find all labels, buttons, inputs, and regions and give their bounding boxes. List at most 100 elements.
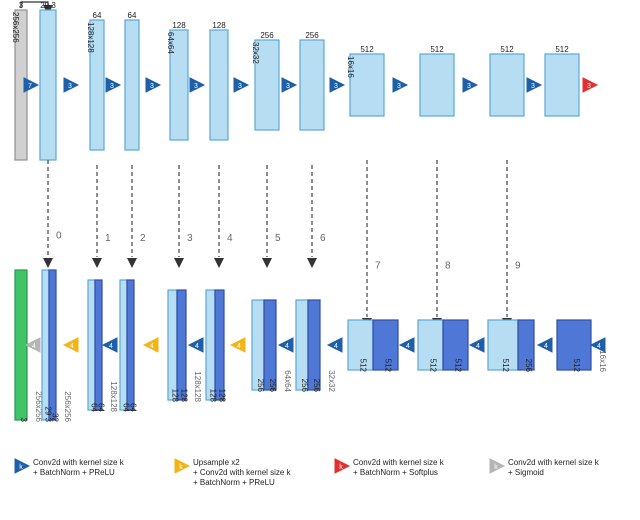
decoder-dim-2: 128x128 [109, 381, 118, 412]
decoder-block-1-0 [42, 270, 49, 420]
encoder-channels-3: 64 [128, 11, 137, 20]
decoder-block-7-0 [296, 300, 308, 390]
encoder-block-1 [40, 10, 56, 160]
kernel-size-label: 3 [150, 83, 154, 90]
decoder-dim-4: 128x128 [193, 371, 202, 402]
decoder-channels-6-0: 256 [256, 379, 265, 393]
skip-label-3: 3 [187, 233, 193, 244]
skip-label-1: 1 [105, 233, 111, 244]
decoder-block-2-1 [95, 280, 102, 410]
kernel-size-label: 4 [285, 343, 289, 350]
legend-text-2: + BatchNorm + Softplus [353, 468, 438, 477]
encoder-block-7 [300, 40, 324, 130]
decoder-channels-4-0: 128 [171, 389, 180, 403]
kernel-size-label: 3 [334, 83, 338, 90]
kernel-size-label: 4 [237, 343, 241, 350]
skip-label-2: 2 [140, 233, 146, 244]
encoder-dim-6: 32x32 [251, 42, 260, 64]
skip-label-5: 5 [275, 233, 281, 244]
kernel-size-label: k [19, 464, 23, 471]
skip-label-7: 7 [375, 261, 381, 272]
legend-text-3: + Sigmoid [508, 468, 544, 477]
decoder-block-5-1 [215, 290, 224, 400]
kernel-size-label: 3 [467, 83, 471, 90]
encoder-dim-2: 128x128 [86, 22, 95, 53]
kernel-size-label: 4 [32, 343, 36, 350]
encoder-dim-8: 16x16 [346, 56, 355, 78]
decoder-channels-7-1: 256 [312, 379, 321, 393]
decoder-channels-10-1: 256 [524, 359, 533, 373]
decoder-block-7-1 [308, 300, 320, 390]
legend-text-0: Conv2d with kernel size k [33, 458, 125, 467]
encoder-channels-8: 512 [360, 45, 374, 54]
kernel-size-label: 3 [68, 83, 72, 90]
decoder-channels-7-0: 256 [300, 379, 309, 393]
kernel-size-label: 7 [28, 83, 32, 90]
decoder-channels-9-0: 512 [429, 359, 438, 373]
kernel-size-label: 3 [194, 83, 198, 90]
decoder-channels-8-1: 512 [384, 359, 393, 373]
decoder-channels-8-0: 512 [359, 359, 368, 373]
decoder-dim-1: 256x256 [63, 391, 72, 422]
kernel-size-label: 4 [476, 343, 480, 350]
encoder-block-9 [420, 54, 454, 116]
encoder-channels-5: 128 [212, 21, 226, 30]
decoder-channels-11-0: 512 [572, 359, 581, 373]
decoder-dim-11: 16x16 [598, 350, 607, 372]
encoder-block-3 [125, 20, 139, 150]
kernel-size-label: 3 [531, 83, 535, 90]
decoder-channels-2-1: 64 [97, 403, 106, 412]
decoder-channels-5-1: 128 [218, 389, 227, 403]
encoder-channels-10: 512 [500, 45, 514, 54]
kernel-size-label: k [494, 464, 498, 471]
skip-label-4: 4 [227, 233, 233, 244]
kernel-size-label: 4 [109, 343, 113, 350]
decoder-channels-4-1: 128 [180, 389, 189, 403]
legend-text-2: Conv2d with kernel size k [353, 458, 445, 467]
kernel-size-label: 4 [597, 343, 601, 350]
decoder-block-3-0 [120, 280, 127, 410]
skip-label-8: 8 [445, 261, 451, 272]
decoder-channels-5-0: 128 [209, 389, 218, 403]
kernel-size-label: 4 [195, 343, 199, 350]
kernel-size-label: 3 [110, 83, 114, 90]
decoder-dim-7: 32x32 [327, 370, 336, 392]
encoder-block-11 [545, 54, 579, 116]
encoder-dim-4: 64x64 [166, 32, 175, 54]
kernel-size-label: k [179, 464, 183, 471]
encoder-channels-9: 512 [430, 45, 444, 54]
kernel-size-label: 4 [334, 343, 338, 350]
decoder-dim-6: 64x64 [283, 370, 292, 392]
skip-label-0: 0 [56, 231, 62, 242]
legend-text-0: + BatchNorm + PReLU [33, 468, 115, 477]
encoder-channels-2: 64 [93, 11, 102, 20]
legend-text-1: + Conv2d with kernel size k [193, 468, 292, 477]
kernel-size-label: 3 [587, 83, 591, 90]
decoder-block-6-1 [264, 300, 276, 390]
kernel-size-label: 4 [150, 343, 154, 350]
legend-text-3: Conv2d with kernel size k [508, 458, 600, 467]
decoder-block-2-0 [88, 280, 95, 410]
decoder-channels-10-0: 512 [501, 359, 510, 373]
kernel-size-label: 3 [397, 83, 401, 90]
decoder-channels-3-1: 64 [129, 403, 138, 412]
decoder-channels-1-1: 32 [51, 413, 60, 422]
architecture-diagram: 3256x25629 364128x1286412864x6412825632x… [0, 0, 640, 520]
decoder-block-5-0 [206, 290, 215, 400]
kernel-size-label: 4 [70, 343, 74, 350]
decoder-channels-9-1: 512 [454, 359, 463, 373]
encoder-block-10 [490, 54, 524, 116]
encoder-dim-0: 256x256 [11, 12, 20, 43]
encoder-channels-0: 3 [19, 1, 24, 10]
skip-label-9: 9 [515, 261, 521, 272]
decoder-channels-6-1: 256 [268, 379, 277, 393]
kernel-size-label: 4 [406, 343, 410, 350]
decoder-block-4-1 [177, 290, 186, 400]
encoder-channels-11: 512 [555, 45, 569, 54]
encoder-channels-6: 256 [260, 31, 274, 40]
legend-text-1: Upsample x2 [193, 458, 240, 467]
kernel-size-label: 3 [238, 83, 242, 90]
kernel-size-label: 4 [544, 343, 548, 350]
encoder-channels-4: 128 [172, 21, 186, 30]
kernel-size-label: 3 [286, 83, 290, 90]
